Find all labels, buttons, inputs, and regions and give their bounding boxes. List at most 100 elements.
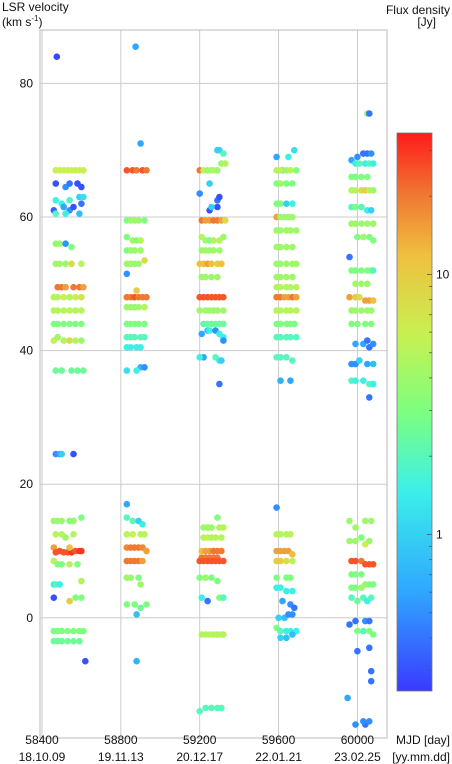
data-point xyxy=(135,217,142,224)
data-point xyxy=(70,627,77,635)
data-point xyxy=(214,514,221,521)
data-point xyxy=(78,260,85,268)
data-point xyxy=(277,243,284,251)
data-point xyxy=(70,637,77,645)
data-point xyxy=(289,180,296,187)
data-point xyxy=(287,574,294,581)
data-point xyxy=(289,611,296,618)
data-point xyxy=(352,537,359,545)
y-tick-label: 20 xyxy=(20,477,34,491)
data-point xyxy=(346,253,353,261)
data-point xyxy=(66,561,73,568)
data-point xyxy=(218,547,225,555)
data-point xyxy=(58,450,65,458)
data-point xyxy=(220,524,227,531)
data-point xyxy=(277,180,284,187)
data-point xyxy=(222,160,229,167)
data-point xyxy=(64,627,71,635)
data-point xyxy=(214,307,221,314)
data-point xyxy=(135,303,142,311)
data-point xyxy=(369,160,377,167)
data-point xyxy=(367,517,375,525)
data-point xyxy=(291,604,298,612)
data-point xyxy=(352,571,359,578)
data-point xyxy=(354,647,361,655)
data-point xyxy=(358,280,365,288)
data-point xyxy=(277,634,284,642)
data-point xyxy=(352,557,359,565)
data-point xyxy=(137,237,144,244)
data-point xyxy=(352,340,359,348)
data-point xyxy=(366,110,373,117)
y-axis-label-line1: LSR velocity xyxy=(2,0,69,14)
data-point xyxy=(132,43,139,50)
data-point xyxy=(212,534,219,541)
data-point xyxy=(220,631,227,638)
x-tick-label: 60000 xyxy=(341,733,375,747)
data-point xyxy=(287,167,294,174)
data-point xyxy=(293,260,300,268)
data-point xyxy=(273,153,280,161)
data-point xyxy=(50,594,58,601)
data-point xyxy=(352,721,359,728)
data-point xyxy=(141,364,148,371)
data-point xyxy=(196,190,203,197)
data-point xyxy=(70,283,77,291)
x-tick-label: 58800 xyxy=(104,733,138,747)
data-point xyxy=(220,307,227,314)
data-point xyxy=(289,557,296,565)
data-point xyxy=(60,293,67,301)
data-point xyxy=(352,617,359,625)
data-point xyxy=(70,531,77,538)
data-point xyxy=(287,377,294,385)
data-point xyxy=(283,180,290,187)
data-point xyxy=(60,337,67,344)
data-point xyxy=(362,320,369,328)
data-point xyxy=(277,557,284,565)
data-point xyxy=(354,597,361,605)
data-point xyxy=(358,173,365,181)
data-point xyxy=(127,344,134,351)
data-point xyxy=(133,611,140,618)
x-tick-date-label: 22.01.21 xyxy=(255,750,302,764)
data-point xyxy=(62,260,69,268)
data-point xyxy=(72,293,79,301)
data-point xyxy=(68,260,75,268)
data-point xyxy=(137,247,144,254)
data-point xyxy=(291,146,298,154)
data-point xyxy=(220,337,227,344)
data-point xyxy=(354,320,361,328)
data-point xyxy=(352,280,359,288)
data-point xyxy=(354,153,361,161)
data-point xyxy=(196,708,203,715)
data-point xyxy=(283,634,290,642)
data-point xyxy=(277,283,284,291)
data-point xyxy=(360,233,367,241)
x-tick-label: 59600 xyxy=(262,733,296,747)
data-point xyxy=(289,587,296,595)
data-point xyxy=(123,167,131,174)
data-point xyxy=(293,227,300,234)
data-point xyxy=(283,243,290,251)
data-point xyxy=(129,531,136,538)
data-point xyxy=(358,220,365,227)
data-point xyxy=(216,247,223,254)
data-point xyxy=(70,450,77,458)
data-point xyxy=(143,293,150,301)
data-point xyxy=(53,53,61,60)
data-point xyxy=(277,260,284,268)
data-point xyxy=(283,260,290,268)
data-point xyxy=(214,273,221,281)
data-point xyxy=(123,233,131,241)
data-point xyxy=(198,330,205,338)
data-point xyxy=(287,531,294,538)
data-point xyxy=(289,631,296,638)
data-point xyxy=(131,247,138,254)
colorbar-tick-label: 1 xyxy=(436,527,443,541)
data-point xyxy=(58,637,65,645)
data-point xyxy=(348,320,355,328)
data-point xyxy=(352,220,359,227)
data-point xyxy=(206,327,213,334)
data-point xyxy=(364,337,371,344)
data-point xyxy=(76,637,83,645)
